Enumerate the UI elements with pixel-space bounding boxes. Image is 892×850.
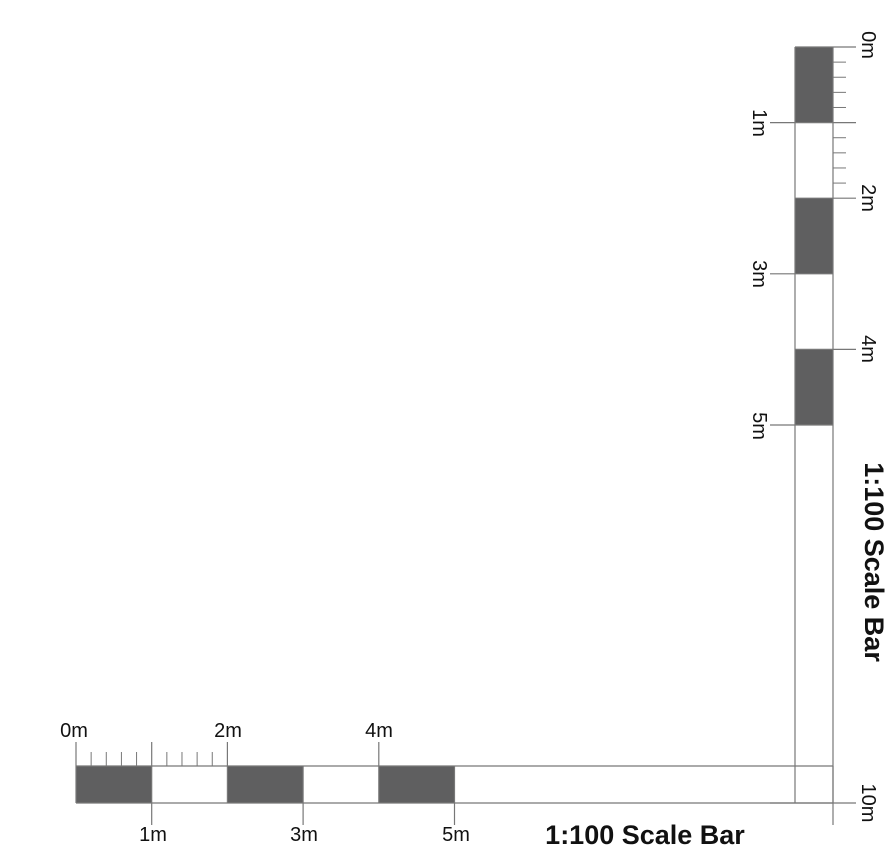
vertical-filled-segment bbox=[795, 349, 833, 425]
vertical-label-2m: 2m bbox=[857, 184, 879, 212]
horizontal-scale-title: 1:100 Scale Bar bbox=[545, 820, 745, 850]
vertical-label-4m: 4m bbox=[857, 335, 879, 363]
vertical-label-1m: 1m bbox=[748, 109, 770, 137]
vertical-label-3m: 3m bbox=[748, 260, 770, 288]
horizontal-label-4m: 4m bbox=[365, 720, 393, 742]
vertical-label-10m: 10m bbox=[857, 784, 879, 823]
vertical-label-0m: 0m bbox=[857, 31, 879, 59]
horizontal-filled-segment bbox=[227, 766, 304, 803]
horizontal-filled-segment bbox=[378, 766, 455, 803]
vertical-filled-segment bbox=[795, 47, 833, 123]
horizontal-label-2m: 2m bbox=[214, 720, 242, 742]
vertical-filled-segment bbox=[795, 198, 833, 274]
horizontal-filled-segment bbox=[76, 766, 152, 803]
vertical-scale-bar: 0m 2m 4m 10m 1m 3m 5m 1:100 Scale Bar bbox=[748, 31, 889, 822]
horizontal-scale-bar: 0m 2m 4m 1m 3m 5m 1:100 Scale Bar bbox=[60, 720, 834, 850]
horizontal-segments bbox=[76, 766, 455, 803]
horizontal-label-3m: 3m bbox=[290, 824, 318, 846]
vertical-scale-title: 1:100 Scale Bar bbox=[859, 462, 889, 662]
vertical-ticks bbox=[770, 46, 856, 804]
vertical-label-5m: 5m bbox=[748, 412, 770, 440]
horizontal-label-1m: 1m bbox=[139, 824, 167, 846]
horizontal-label-0m: 0m bbox=[60, 720, 88, 742]
horizontal-label-5m: 5m bbox=[442, 824, 470, 846]
horizontal-ticks bbox=[75, 742, 834, 825]
vertical-segments bbox=[795, 47, 833, 425]
